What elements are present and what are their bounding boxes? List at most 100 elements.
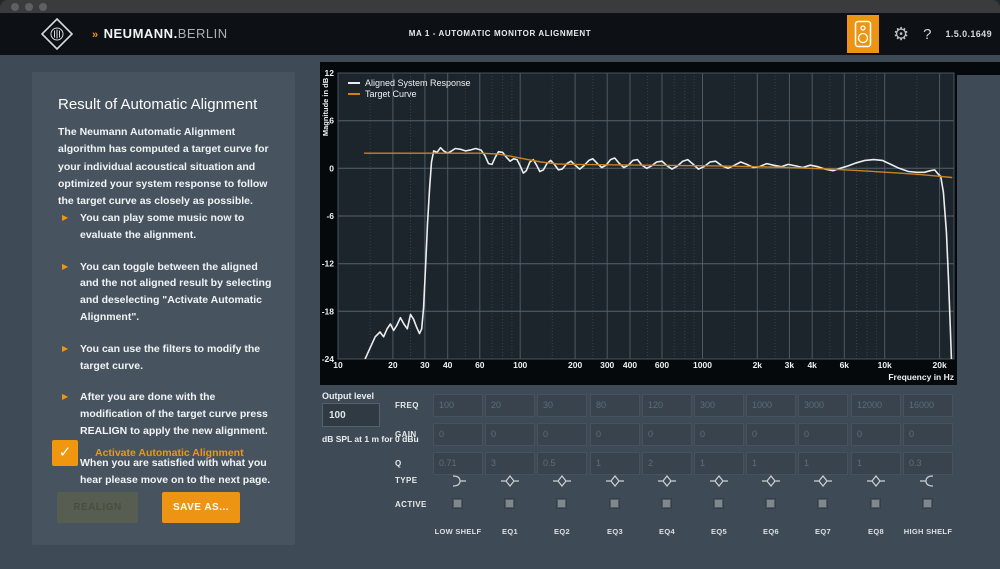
- zoom-button[interactable]: [39, 3, 47, 11]
- active-checkbox-high-shelf[interactable]: [922, 498, 933, 509]
- gain-cell-eq7[interactable]: 0: [798, 423, 848, 446]
- svg-text:Target Curve: Target Curve: [365, 89, 417, 99]
- high-shelf-icon: [903, 473, 953, 489]
- active-checkbox-eq8[interactable]: [870, 498, 881, 509]
- gain-cell-high-shelf[interactable]: 0: [903, 423, 953, 446]
- bell-icon: [590, 473, 640, 489]
- result-panel: Result of Automatic Alignment The Neuman…: [32, 72, 295, 545]
- svg-text:-12: -12: [322, 259, 335, 269]
- freq-cell-eq4[interactable]: 120: [642, 394, 692, 417]
- eq-row-label-gain: GAIN: [395, 430, 417, 439]
- gain-cell-eq1[interactable]: 0: [485, 423, 535, 446]
- version-label: 1.5.0.1649: [945, 29, 992, 39]
- svg-text:Frequency in Hz: Frequency in Hz: [888, 372, 954, 382]
- freq-cell-eq5[interactable]: 300: [694, 394, 744, 417]
- q-cell-low-shelf[interactable]: 0.71: [433, 452, 483, 475]
- gain-cell-eq3[interactable]: 0: [590, 423, 640, 446]
- instruction-text: You can use the filters to modify the ta…: [80, 341, 277, 375]
- freq-cell-high-shelf[interactable]: 16000: [903, 394, 953, 417]
- q-cell-eq1[interactable]: 3: [485, 452, 535, 475]
- svg-text:4k: 4k: [807, 360, 817, 370]
- bell-icon: [746, 473, 796, 489]
- q-cell-eq4[interactable]: 2: [642, 452, 692, 475]
- frequency-response-chart: 1260-6-12-18-24Aligned System ResponseTa…: [320, 62, 1000, 385]
- eq-row-label-type: TYPE: [395, 476, 418, 485]
- ma1-app-window: »NEUMANN.BERLIN MA 1 - AUTOMATIC MONITOR…: [0, 0, 1000, 569]
- gain-cell-eq4[interactable]: 0: [642, 423, 692, 446]
- q-cell-eq8[interactable]: 1: [851, 452, 901, 475]
- freq-cell-eq3[interactable]: 80: [590, 394, 640, 417]
- svg-text:600: 600: [655, 360, 669, 370]
- q-cell-eq3[interactable]: 1: [590, 452, 640, 475]
- gear-icon[interactable]: ⚙: [893, 25, 909, 43]
- svg-text:40: 40: [443, 360, 453, 370]
- active-checkbox-eq1[interactable]: [504, 498, 515, 509]
- active-checkbox-eq5[interactable]: [713, 498, 724, 509]
- svg-text:0: 0: [329, 163, 334, 173]
- close-button[interactable]: [11, 3, 19, 11]
- q-cell-high-shelf[interactable]: 0.3: [903, 452, 953, 475]
- svg-text:12: 12: [325, 68, 335, 78]
- monitor-setup-button[interactable]: [847, 15, 879, 53]
- svg-text:10k: 10k: [878, 360, 892, 370]
- bullet-triangle-icon: ▶: [62, 259, 80, 326]
- low-shelf-icon: [433, 473, 483, 489]
- svg-text:2k: 2k: [753, 360, 763, 370]
- instruction-text: After you are done with the modification…: [80, 389, 277, 439]
- svg-text:3k: 3k: [785, 360, 795, 370]
- bell-icon: [537, 473, 587, 489]
- eq-row-label-freq: FREQ: [395, 401, 419, 410]
- q-cell-eq6[interactable]: 1: [746, 452, 796, 475]
- svg-text:-6: -6: [326, 211, 334, 221]
- q-cell-eq5[interactable]: 1: [694, 452, 744, 475]
- freq-cell-eq8[interactable]: 12000: [851, 394, 901, 417]
- eq-row-label-q: Q: [395, 459, 402, 468]
- q-cell-eq7[interactable]: 1: [798, 452, 848, 475]
- svg-text:100: 100: [513, 360, 527, 370]
- app-header: »NEUMANN.BERLIN MA 1 - AUTOMATIC MONITOR…: [0, 13, 1000, 55]
- instruction-item: ▶You can toggle between the aligned and …: [62, 259, 277, 326]
- q-cell-eq2[interactable]: 0.5: [537, 452, 587, 475]
- active-checkbox-eq7[interactable]: [817, 498, 828, 509]
- svg-text:400: 400: [623, 360, 637, 370]
- panel-intro: The Neumann Automatic Alignment algorith…: [58, 124, 273, 211]
- active-checkbox-eq6[interactable]: [765, 498, 776, 509]
- bell-icon: [694, 473, 744, 489]
- freq-cell-low-shelf[interactable]: 100: [433, 394, 483, 417]
- svg-text:20: 20: [388, 360, 398, 370]
- svg-text:20k: 20k: [933, 360, 947, 370]
- save-as-button[interactable]: SAVE AS...: [162, 492, 240, 523]
- output-level-input[interactable]: [322, 403, 380, 427]
- svg-text:200: 200: [568, 360, 582, 370]
- freq-cell-eq1[interactable]: 20: [485, 394, 535, 417]
- realign-button[interactable]: REALIGN: [57, 492, 138, 523]
- bell-icon: [485, 473, 535, 489]
- help-icon[interactable]: ?: [923, 26, 931, 43]
- svg-text:60: 60: [475, 360, 485, 370]
- gain-cell-eq8[interactable]: 0: [851, 423, 901, 446]
- svg-text:Aligned System Response: Aligned System Response: [365, 78, 471, 88]
- svg-text:10: 10: [333, 360, 343, 370]
- activate-alignment-label: Activate Automatic Alignment: [95, 447, 244, 459]
- speaker-icon: [854, 20, 872, 48]
- active-checkbox-eq2[interactable]: [556, 498, 567, 509]
- gain-cell-eq5[interactable]: 0: [694, 423, 744, 446]
- active-checkbox-low-shelf[interactable]: [452, 498, 463, 509]
- gain-cell-eq2[interactable]: 0: [537, 423, 587, 446]
- freq-cell-eq6[interactable]: 1000: [746, 394, 796, 417]
- activate-alignment-row: ✓ Activate Automatic Alignment: [52, 440, 244, 466]
- minimize-button[interactable]: [25, 3, 33, 11]
- freq-cell-eq2[interactable]: 30: [537, 394, 587, 417]
- instruction-item: ▶You can use the filters to modify the t…: [62, 341, 277, 375]
- activate-alignment-checkbox[interactable]: ✓: [52, 440, 78, 466]
- panel-title: Result of Automatic Alignment: [58, 96, 257, 113]
- gain-cell-low-shelf[interactable]: 0: [433, 423, 483, 446]
- active-checkbox-eq4[interactable]: [661, 498, 672, 509]
- gain-cell-eq6[interactable]: 0: [746, 423, 796, 446]
- active-checkbox-eq3[interactable]: [609, 498, 620, 509]
- macos-titlebar: [0, 0, 1000, 13]
- bullet-triangle-icon: ▶: [62, 341, 80, 375]
- svg-text:-18: -18: [322, 306, 335, 316]
- eq-band-label: HIGH SHELF: [892, 527, 964, 536]
- freq-cell-eq7[interactable]: 3000: [798, 394, 848, 417]
